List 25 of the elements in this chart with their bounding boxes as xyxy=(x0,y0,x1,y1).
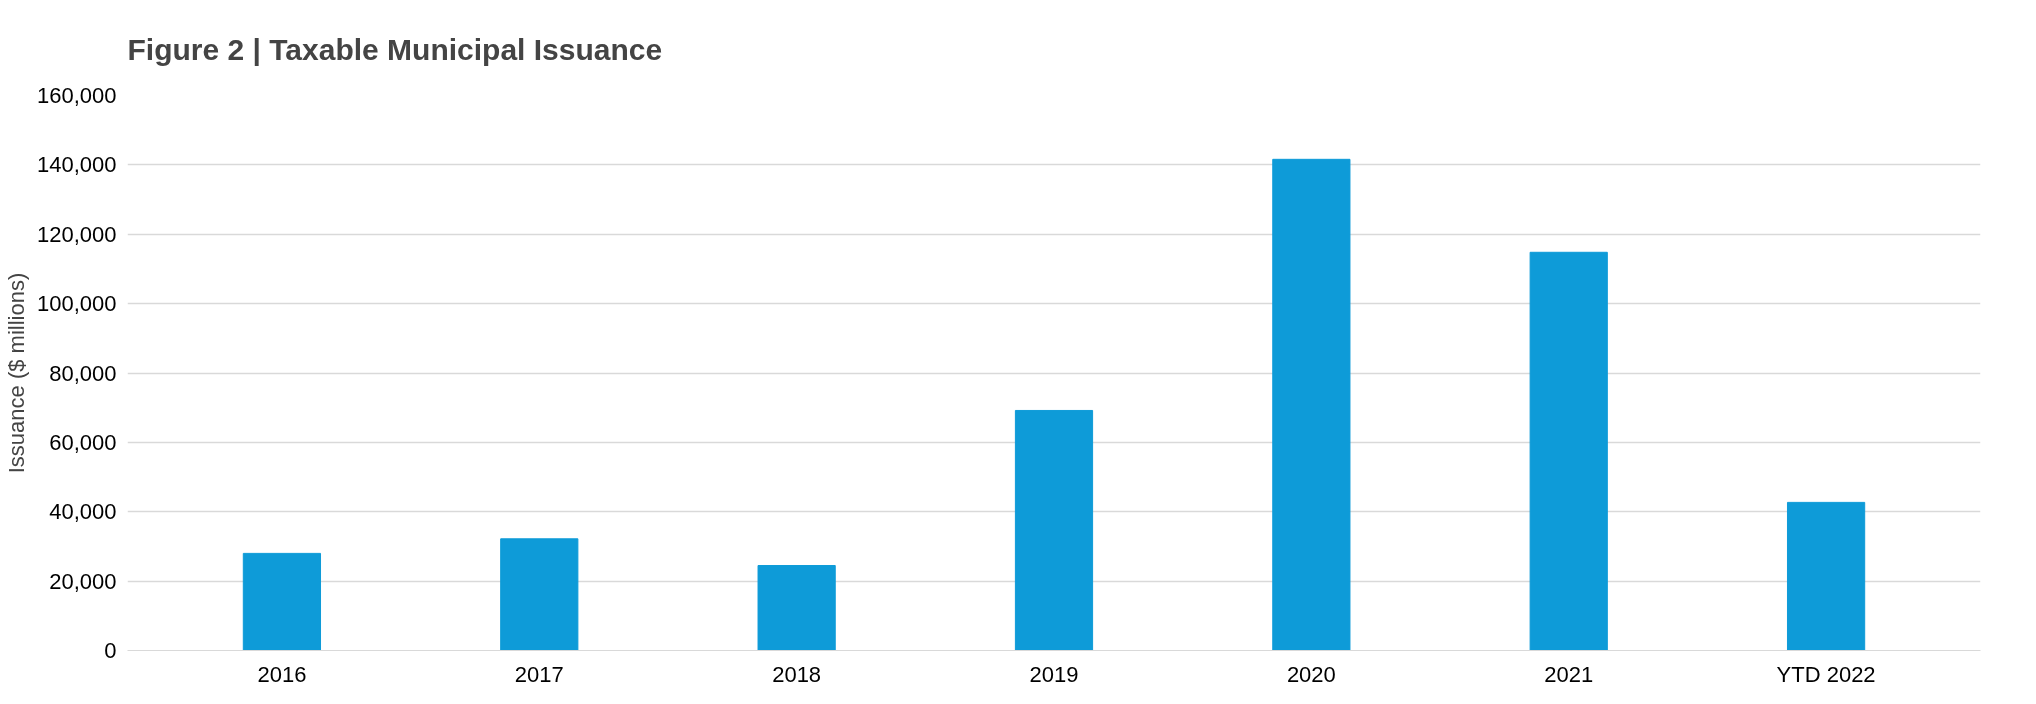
y-tick-label: 80,000 xyxy=(49,360,117,386)
bar xyxy=(1529,251,1608,651)
bar xyxy=(242,552,322,651)
y-tick-label: 120,000 xyxy=(36,221,117,247)
bar xyxy=(500,538,579,651)
bar xyxy=(1272,158,1351,651)
y-tick-label: 40,000 xyxy=(49,499,117,525)
bar xyxy=(1014,409,1094,651)
y-tick-label: 0 xyxy=(104,638,117,663)
bar xyxy=(1786,501,1866,651)
x-tick-label: 2018 xyxy=(772,661,822,687)
y-tick-label: 140,000 xyxy=(36,152,117,178)
x-tick-label: 2017 xyxy=(514,661,564,687)
x-tick-label: 2016 xyxy=(257,661,307,687)
y-tick-label: 160,000 xyxy=(36,83,117,108)
x-tick-label: 2019 xyxy=(1029,661,1079,687)
y-axis-title: Issuance ($ millions) xyxy=(3,272,29,474)
x-tick-label: 2020 xyxy=(1286,661,1336,687)
x-tick-label: YTD 2022 xyxy=(1776,661,1876,687)
y-tick-label: 100,000 xyxy=(36,291,117,317)
chart-title: Figure 2 | Taxable Municipal Issuance xyxy=(127,32,663,66)
x-tick-label: 2021 xyxy=(1544,661,1594,687)
y-tick-label: 60,000 xyxy=(49,429,117,455)
bar xyxy=(757,565,836,651)
y-tick-label: 20,000 xyxy=(49,568,117,594)
